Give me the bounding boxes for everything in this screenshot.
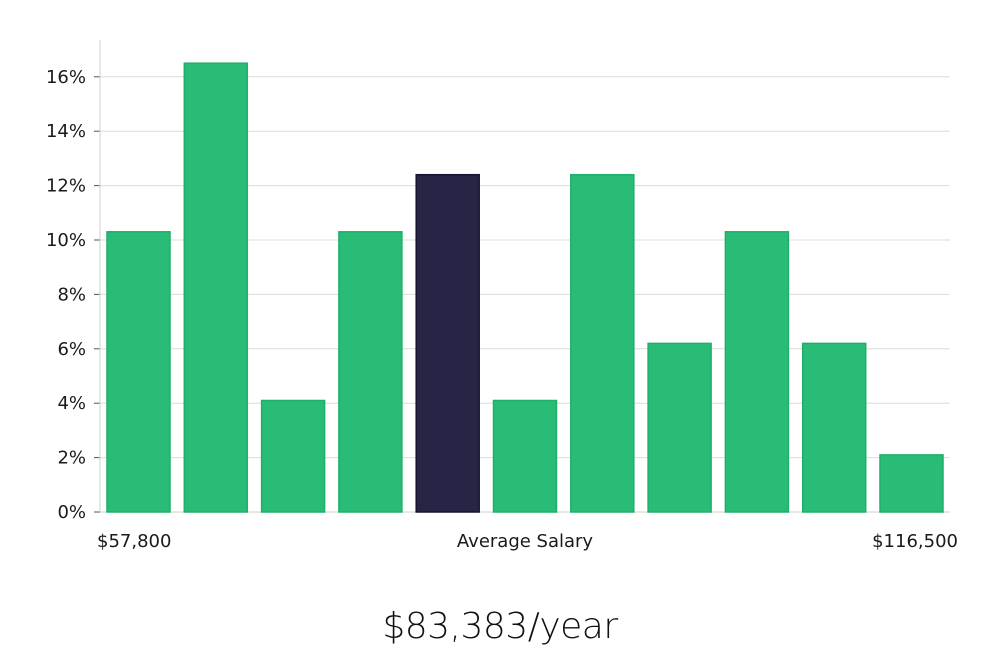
y-tick-label: 0% [57,502,86,523]
bar [724,231,790,513]
y-tick-label: 16% [46,67,86,88]
bar [183,62,249,513]
y-tick-label: 4% [57,393,86,414]
y-axis-ticks: 0% 2% 4% 6% 8% 10% 12% 14% 16% [46,67,100,523]
bar [338,231,403,513]
y-tick-label: 2% [57,448,86,469]
bar-average-highlight [415,173,480,513]
y-tick-label: 12% [46,176,86,197]
bar [260,399,326,513]
bar [492,399,558,513]
y-tick-label: 8% [57,284,86,305]
salary-histogram: 0% 2% 4% 6% 8% 10% 12% 14% 16% $57,800 Average S… [46,40,958,552]
average-salary-value: $83,383/year [382,606,618,647]
bar [106,231,171,513]
bars [106,62,944,513]
bar [879,454,944,513]
bar [570,173,635,513]
y-tick-label: 6% [57,339,86,360]
bar [647,342,712,513]
x-axis-title: Average Salary [457,531,594,552]
y-tick-label: 14% [46,121,86,142]
bar [801,342,867,513]
x-max-label: $116,500 [872,531,958,552]
x-min-label: $57,800 [97,531,171,552]
y-tick-label: 10% [46,230,86,251]
